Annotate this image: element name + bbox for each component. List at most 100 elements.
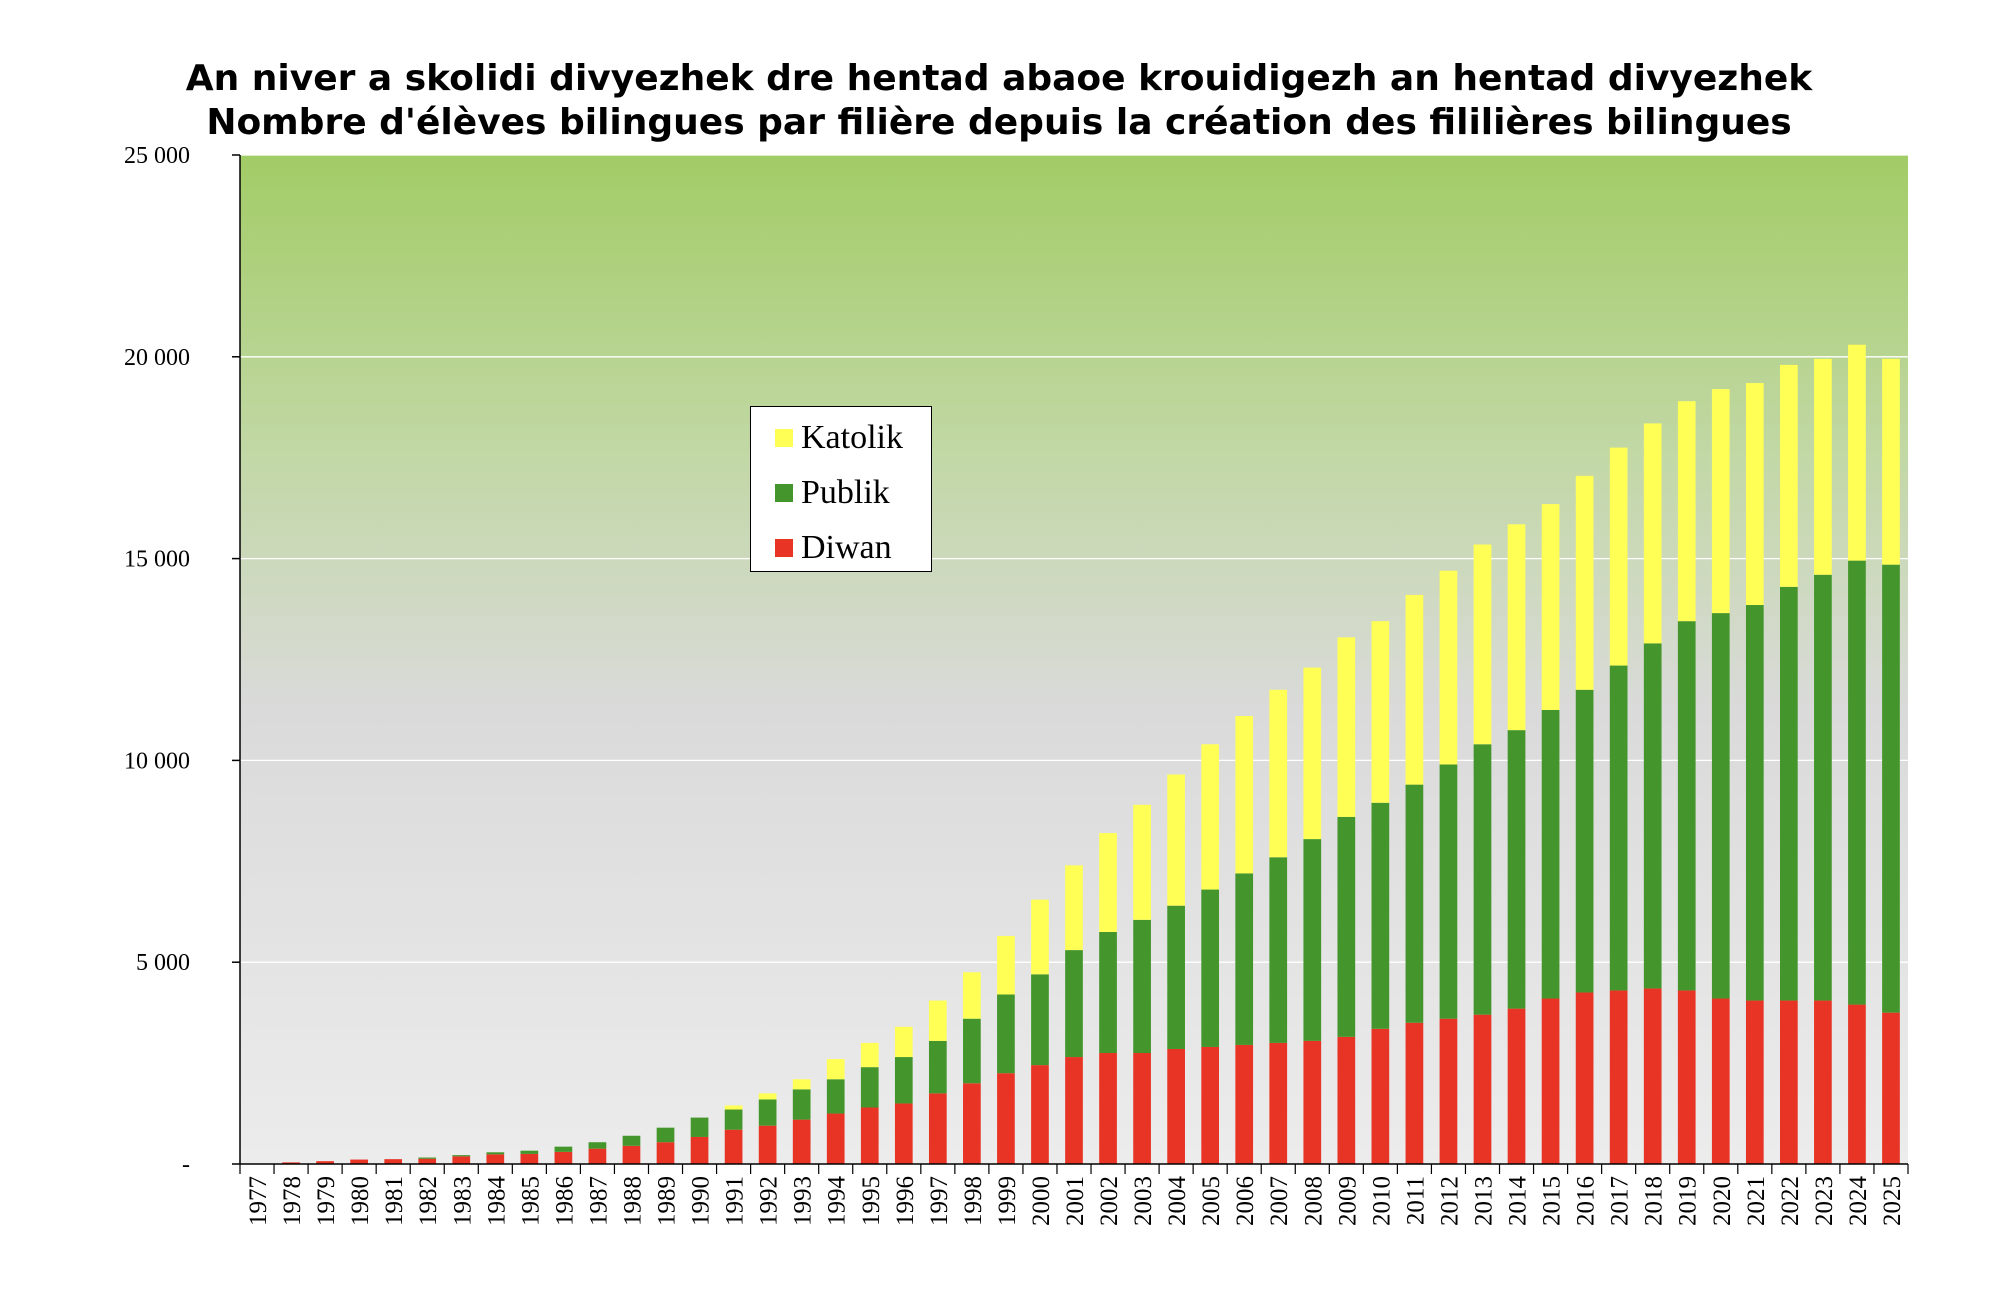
bar-publik-1982 (418, 1157, 437, 1159)
x-tick-label: 2023 (1811, 1176, 1838, 1226)
y-tick-label: 5 000 (136, 950, 190, 976)
x-tick-label: 2007 (1266, 1176, 1293, 1226)
bar-publik-1985 (520, 1150, 539, 1154)
bar-diwan-2017 (1609, 990, 1628, 1164)
x-tick-label: 1999 (994, 1176, 1021, 1226)
legend-label: Publik (801, 474, 890, 511)
bar-katolik-2024 (1848, 344, 1866, 561)
bar-publik-2014 (1507, 730, 1526, 1009)
bar-katolik-2004 (1167, 774, 1185, 906)
bar-katolik-1991 (724, 1105, 743, 1110)
x-tick-label: 2003 (1130, 1176, 1157, 1226)
bar-diwan-1978 (282, 1162, 300, 1164)
y-tick-label: 15 000 (124, 547, 190, 573)
x-tick-label: 2012 (1436, 1176, 1463, 1226)
bar-publik-1993 (792, 1089, 811, 1120)
bar-diwan-2003 (1133, 1053, 1151, 1164)
legend-label: Katolik (801, 419, 903, 456)
bar-publik-1991 (724, 1109, 743, 1130)
bar-katolik-2019 (1677, 401, 1696, 622)
bar-katolik-2023 (1814, 358, 1832, 575)
legend-label: Diwan (801, 529, 892, 566)
y-tick-label: 10 000 (124, 748, 190, 774)
x-tick-label: 2004 (1164, 1176, 1191, 1227)
x-tick-label: 2002 (1096, 1176, 1123, 1226)
bar-publik-2011 (1405, 784, 1424, 1023)
x-tick-label: 1994 (824, 1176, 851, 1227)
bar-diwan-1995 (860, 1107, 879, 1164)
x-tick-label: 1983 (449, 1176, 476, 1226)
x-tick-label: 2015 (1539, 1176, 1566, 1226)
y-tick-label: 20 000 (124, 345, 190, 371)
x-tick-label: 1980 (347, 1176, 374, 1226)
bar-katolik-1997 (928, 1000, 947, 1041)
x-tick-label: 2024 (1845, 1176, 1872, 1227)
x-tick-label: 2013 (1470, 1176, 1497, 1226)
bar-diwan-2025 (1882, 1012, 1900, 1164)
x-tick-label: 1986 (551, 1176, 578, 1226)
bar-diwan-2006 (1235, 1044, 1254, 1164)
bar-publik-1996 (894, 1057, 913, 1104)
bar-katolik-2017 (1609, 447, 1628, 666)
bar-diwan-1986 (554, 1151, 573, 1164)
bar-katolik-2002 (1099, 833, 1117, 932)
x-tick-label: 1977 (245, 1176, 272, 1226)
x-tick-label: 2019 (1675, 1176, 1702, 1226)
bar-katolik-2013 (1473, 544, 1492, 745)
bar-publik-2004 (1167, 905, 1185, 1049)
diwan-swatch (775, 539, 793, 557)
x-tick-label: 2008 (1300, 1176, 1327, 1226)
x-tick-label: 1992 (756, 1176, 783, 1226)
bar-katolik-2008 (1303, 667, 1322, 840)
x-tick-label: 1991 (722, 1176, 749, 1226)
bar-publik-1987 (588, 1142, 607, 1149)
bar-publik-2012 (1439, 764, 1458, 1019)
bar-publik-2025 (1882, 564, 1900, 1013)
bar-diwan-2022 (1780, 1000, 1798, 1164)
x-tick-label: 1979 (313, 1176, 340, 1226)
bar-diwan-2016 (1575, 992, 1594, 1164)
bar-publik-2007 (1269, 857, 1288, 1043)
bar-katolik-1995 (860, 1042, 879, 1068)
x-tick-label: 1982 (415, 1176, 442, 1226)
bar-publik-2006 (1235, 873, 1254, 1045)
bar-diwan-1988 (622, 1145, 641, 1164)
bar-katolik-2022 (1780, 364, 1798, 587)
x-tick-label: 1997 (926, 1176, 953, 1226)
bar-publik-1989 (656, 1127, 675, 1143)
bar-diwan-2014 (1507, 1008, 1526, 1164)
bar-publik-2008 (1303, 839, 1322, 1041)
bar-katolik-2016 (1575, 475, 1594, 690)
bar-diwan-2018 (1643, 988, 1662, 1164)
bar-katolik-1996 (894, 1026, 913, 1058)
bar-publik-2005 (1201, 889, 1220, 1047)
bar-publik-2000 (1031, 974, 1049, 1066)
bar-katolik-2015 (1541, 504, 1560, 710)
bar-diwan-1992 (758, 1125, 777, 1164)
bar-publik-1992 (758, 1099, 777, 1126)
bar-diwan-2011 (1405, 1022, 1424, 1164)
x-tick-label: 2016 (1573, 1176, 1600, 1226)
bar-diwan-1985 (520, 1153, 539, 1164)
bar-diwan-1983 (452, 1156, 471, 1164)
legend-item-diwan: Diwan (775, 529, 892, 567)
x-tick-label: 1985 (517, 1176, 544, 1226)
bar-diwan-2001 (1065, 1057, 1083, 1164)
bar-publik-1995 (860, 1067, 879, 1108)
bar-diwan-1982 (418, 1158, 437, 1164)
bar-katolik-2010 (1371, 621, 1390, 803)
bar-katolik-1994 (826, 1059, 845, 1080)
bar-katolik-2003 (1133, 804, 1151, 920)
bar-publik-2015 (1541, 709, 1560, 999)
bar-diwan-2024 (1848, 1004, 1866, 1164)
x-tick-label: 2014 (1505, 1176, 1532, 1227)
x-tick-label: 2017 (1607, 1176, 1634, 1226)
bar-diwan-1990 (690, 1136, 709, 1164)
chart-title-breton: An niver a skolidi divyezhek dre hentad … (185, 58, 1813, 99)
x-tick-label: 1998 (960, 1176, 987, 1226)
bar-katolik-2011 (1405, 594, 1424, 785)
bar-publik-2002 (1099, 931, 1117, 1054)
bar-publik-2019 (1677, 621, 1696, 991)
bar-diwan-2012 (1439, 1018, 1458, 1164)
bar-publik-1986 (554, 1146, 573, 1152)
